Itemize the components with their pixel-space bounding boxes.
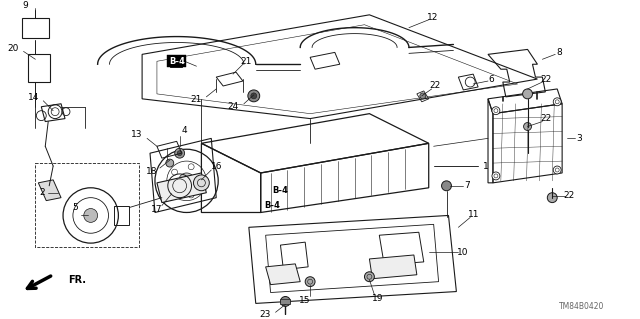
Text: 20: 20 — [7, 44, 19, 53]
Polygon shape — [369, 255, 417, 279]
Circle shape — [547, 193, 557, 203]
Circle shape — [553, 166, 561, 174]
Text: 15: 15 — [300, 296, 311, 305]
Polygon shape — [38, 180, 61, 201]
Bar — [115, 205, 129, 225]
Text: 10: 10 — [456, 248, 468, 256]
Circle shape — [179, 173, 195, 189]
Circle shape — [84, 209, 98, 222]
Circle shape — [193, 175, 209, 191]
Text: 21: 21 — [190, 95, 202, 104]
Text: 8: 8 — [556, 48, 562, 57]
Text: 9: 9 — [22, 1, 28, 11]
Text: B-4: B-4 — [264, 201, 280, 210]
Text: 4: 4 — [182, 126, 188, 135]
Text: 1: 1 — [483, 161, 489, 171]
Text: 22: 22 — [541, 75, 552, 84]
Circle shape — [492, 172, 500, 180]
Circle shape — [166, 159, 173, 167]
Circle shape — [280, 296, 291, 306]
Text: 18: 18 — [146, 167, 157, 176]
Text: 6: 6 — [488, 75, 494, 84]
Bar — [22, 18, 49, 38]
Text: 16: 16 — [211, 161, 222, 171]
Text: 3: 3 — [576, 134, 582, 143]
Circle shape — [177, 151, 182, 156]
Text: FR.: FR. — [68, 275, 86, 285]
Bar — [35, 163, 139, 247]
Circle shape — [492, 107, 500, 115]
Text: B-4: B-4 — [169, 57, 184, 66]
Text: TM84B0420: TM84B0420 — [559, 302, 605, 311]
Circle shape — [188, 192, 194, 198]
Circle shape — [305, 277, 315, 286]
Bar — [28, 54, 50, 82]
Circle shape — [553, 98, 561, 106]
Circle shape — [420, 93, 426, 99]
Circle shape — [364, 272, 374, 282]
Text: 12: 12 — [427, 13, 438, 22]
Circle shape — [523, 89, 532, 99]
Text: 17: 17 — [151, 205, 163, 214]
Text: B-4: B-4 — [273, 186, 289, 195]
Polygon shape — [157, 173, 206, 203]
Polygon shape — [280, 300, 291, 304]
Text: 13: 13 — [131, 130, 142, 139]
Text: 19: 19 — [372, 294, 383, 303]
Circle shape — [524, 122, 531, 130]
Polygon shape — [266, 264, 300, 285]
Text: 11: 11 — [468, 210, 480, 219]
Circle shape — [248, 90, 260, 102]
Text: 23: 23 — [259, 310, 271, 319]
Circle shape — [442, 181, 451, 191]
Text: 24: 24 — [228, 102, 239, 111]
Text: 7: 7 — [465, 181, 470, 190]
Text: 22: 22 — [429, 81, 440, 91]
Text: 14: 14 — [28, 93, 39, 102]
Circle shape — [198, 178, 204, 184]
Circle shape — [175, 148, 184, 158]
Text: 22: 22 — [563, 191, 575, 200]
Text: 21: 21 — [240, 57, 252, 66]
Text: 5: 5 — [72, 203, 78, 212]
Bar — [170, 57, 182, 67]
Circle shape — [172, 187, 177, 193]
Circle shape — [172, 169, 177, 175]
Circle shape — [251, 93, 257, 99]
Text: 2: 2 — [40, 188, 45, 197]
Text: 22: 22 — [541, 114, 552, 123]
Circle shape — [188, 164, 194, 170]
